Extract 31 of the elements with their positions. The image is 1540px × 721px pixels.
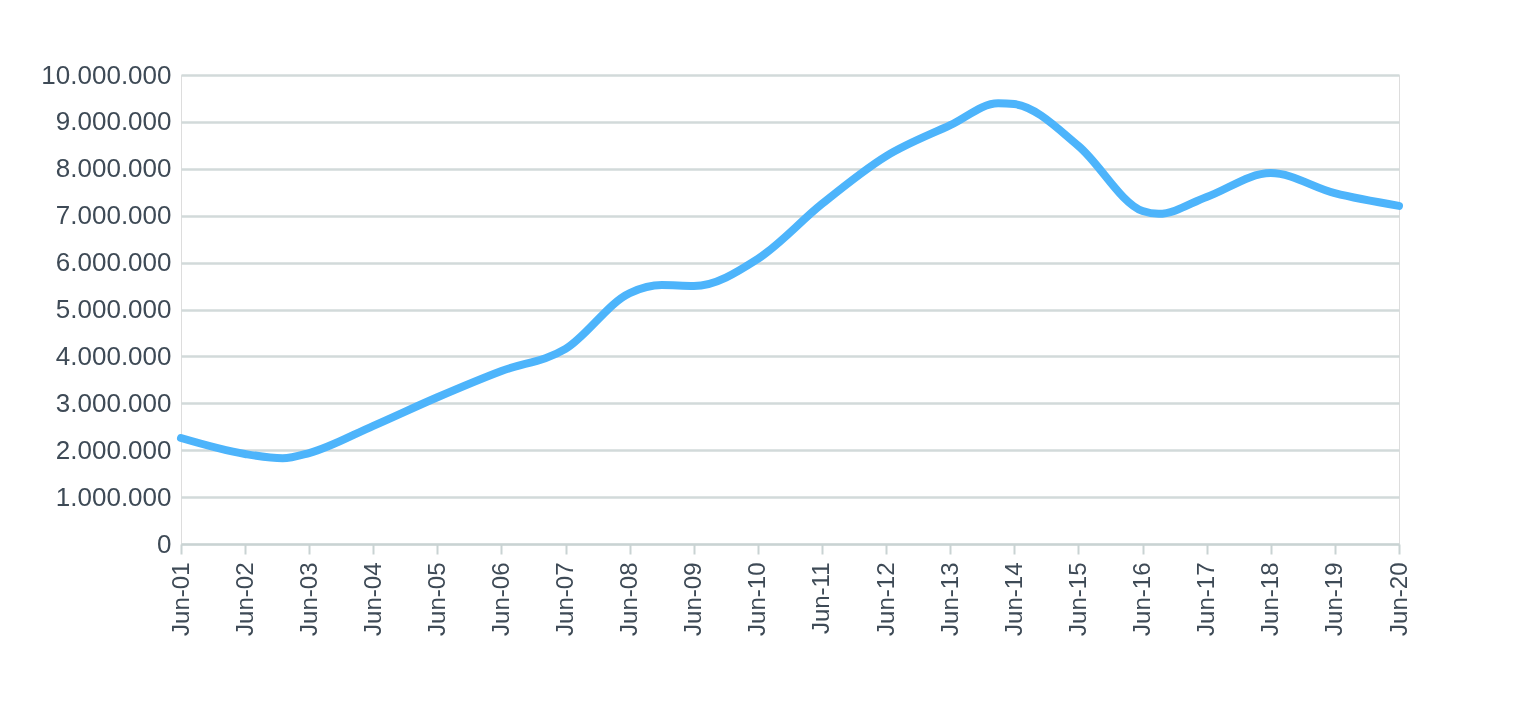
y-tick-label: 6.000.000 — [55, 247, 172, 278]
x-tick-label: Jun-12 — [871, 562, 899, 636]
x-tick-label: Jun-16 — [1128, 562, 1156, 636]
x-tick-label: Jun-15 — [1063, 562, 1091, 636]
y-tick-label: 8.000.000 — [55, 153, 172, 184]
x-tick-label: Jun-19 — [1320, 562, 1348, 636]
x-tick-label: Jun-09 — [679, 562, 707, 636]
y-tick-label: 3.000.000 — [55, 387, 172, 418]
x-tick-label: Jun-01 — [166, 562, 194, 636]
x-tick-label: Jun-11 — [807, 562, 835, 635]
y-tick-label: 1.000.000 — [55, 481, 172, 512]
y-tick-label: 7.000.000 — [55, 200, 172, 231]
y-tick-label: 10.000.000 — [41, 59, 172, 90]
y-tick-label: 9.000.000 — [55, 106, 172, 137]
y-tick-label: 4.000.000 — [55, 340, 172, 371]
x-tick-label: Jun-07 — [551, 562, 579, 636]
x-tick-label: Jun-18 — [1256, 562, 1284, 636]
x-tick-label: Jun-08 — [615, 562, 643, 636]
x-tick-label: Jun-02 — [230, 562, 258, 636]
x-tick-label: Jun-14 — [999, 562, 1027, 636]
x-tick-label: Jun-06 — [486, 562, 514, 636]
x-tick-label: Jun-10 — [743, 562, 771, 636]
y-tick-label: 2.000.000 — [55, 434, 172, 465]
x-tick-label: Jun-05 — [422, 562, 450, 636]
x-tick-label: Jun-04 — [358, 562, 386, 636]
y-tick-label: 0 — [157, 528, 172, 559]
x-tick-label: Jun-03 — [294, 562, 322, 636]
x-tick-label: Jun-17 — [1192, 562, 1220, 636]
x-tick-label: Jun-13 — [935, 562, 963, 636]
y-tick-label: 5.000.000 — [55, 294, 172, 324]
x-tick-label: Jun-20 — [1384, 562, 1412, 636]
